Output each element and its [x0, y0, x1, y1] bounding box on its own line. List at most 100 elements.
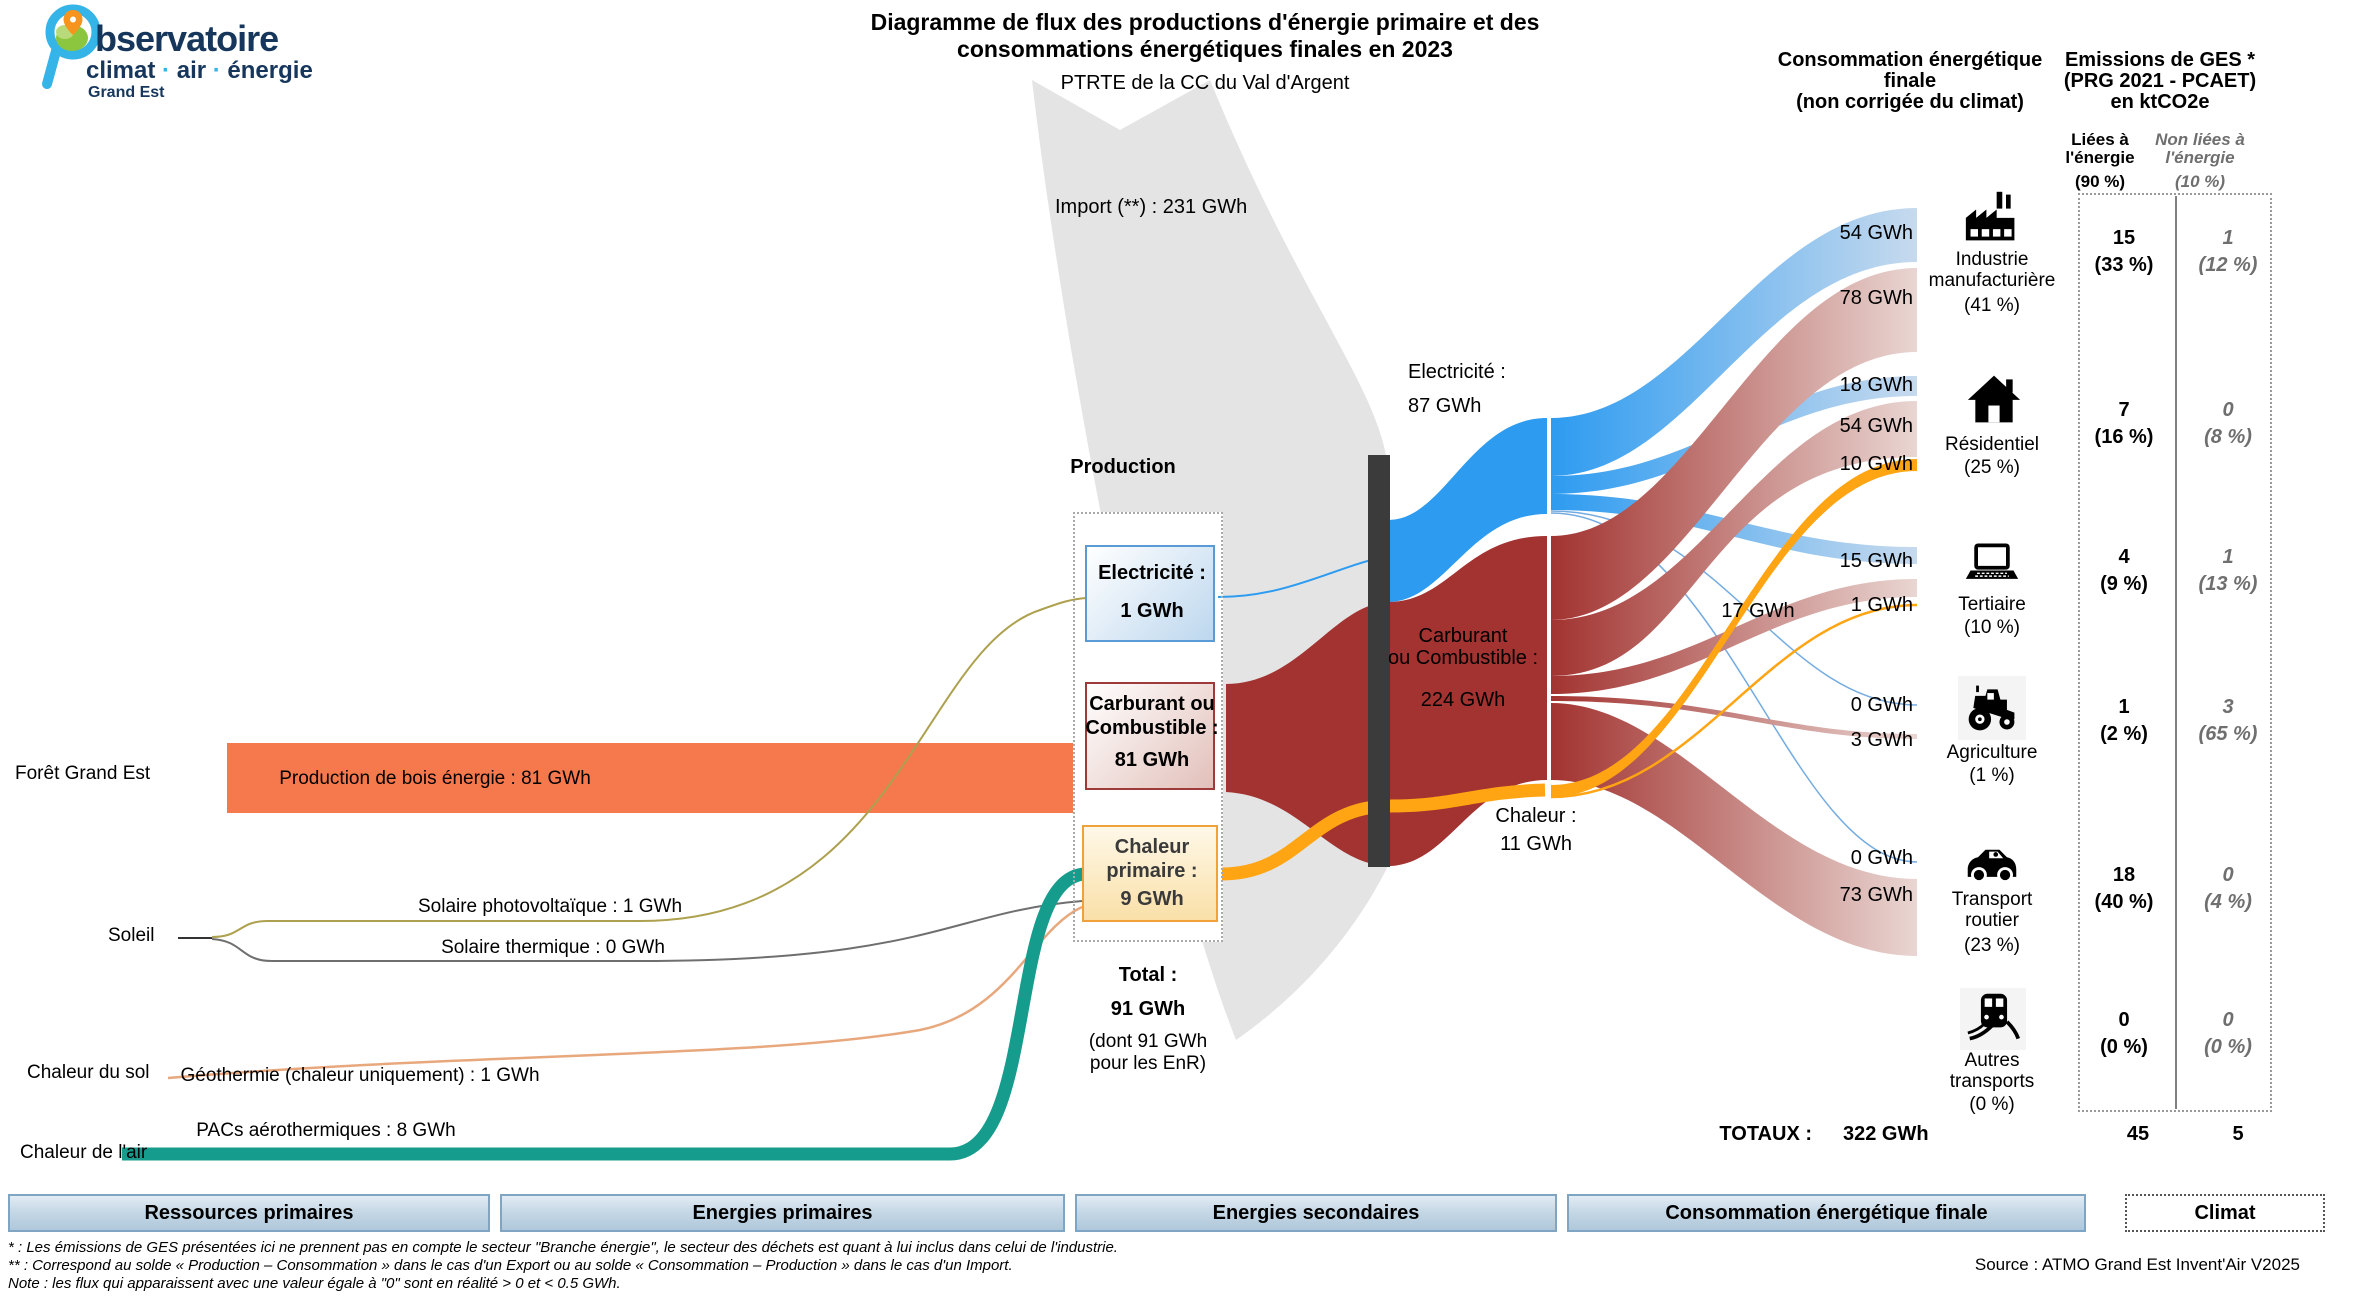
ges-col-non-energy-line1: Non liées à — [2155, 130, 2245, 149]
sector-label-residentiel: Résidentiel — [1945, 434, 2039, 455]
flow-label-pacs: PACs aérothermiques : 8 GWh — [196, 1120, 456, 1141]
flow-label-thermique: Solaire thermique : 0 GWh — [441, 937, 665, 958]
production-chaleur-label2: primaire : — [1106, 860, 1198, 882]
sector-label-autres-2: transports — [1949, 1071, 2035, 1092]
flow-value-tertiaire-elec: 15 GWh — [1839, 550, 1913, 572]
flow-label-bois: Production de bois énergie : 81 GWh — [279, 768, 591, 789]
logo-subtitle: climat · air · énergie — [86, 58, 313, 84]
flow-carb-industrie — [1551, 268, 1917, 620]
ges-transport-energy-pct: (40 %) — [2094, 891, 2154, 913]
ges-tertiaire-nonenergy-pct: (13 %) — [2198, 573, 2258, 595]
source-label-chaleur-air: Chaleur de l'air — [20, 1142, 148, 1163]
production-carburant-box: Carburant ou Combustible : 81 GWh — [1085, 682, 1219, 790]
production-total-label: Total : — [1118, 964, 1178, 986]
production-title: Production — [1070, 456, 1176, 478]
logo-word-energie: énergie — [227, 57, 313, 84]
totaux-ges-nonenergy: 5 — [2232, 1123, 2244, 1145]
production-electricite-value: 1 GWh — [1120, 600, 1184, 622]
electricite-secondaire-flow — [1388, 418, 1547, 602]
secondaire-carburant-label1: Carburant — [1418, 625, 1508, 647]
ges-col-non-energy-line2: l'énergie — [2165, 148, 2235, 167]
carburant-secondaire-flow — [1388, 536, 1547, 866]
ges-agriculture-energy-value: 1 — [2118, 696, 2130, 718]
flow-value-residentiel-carb: 54 GWh — [1839, 415, 1913, 437]
flow-carb-transport — [1551, 703, 1917, 956]
totaux-ges-energy: 45 — [2126, 1123, 2150, 1145]
pacs-aerothermie-flow — [122, 867, 1087, 1161]
flow-chaleur-residentiel — [1551, 459, 1917, 797]
secondaire-chaleur-value: 11 GWh — [1500, 833, 1572, 855]
logo-word-air: air — [176, 57, 207, 84]
laptop-icon — [1965, 543, 2019, 579]
geothermie-line — [167, 905, 1083, 1080]
ges-col-non-energy-pct: (10 %) — [2174, 172, 2226, 191]
legend-consommation-finale: Consommation énergétique finale — [1567, 1194, 2086, 1232]
sector-label-autres-1: Autres — [1964, 1050, 2020, 1071]
ges-tertiaire-energy-pct: (9 %) — [2100, 573, 2148, 595]
sector-pct-tertiaire: (10 %) — [1964, 617, 2020, 638]
production-carburant-label2: Combustible : — [1085, 717, 1219, 739]
production-total-value: 91 GWh — [1110, 998, 1186, 1020]
flow-value-agriculture-carb: 3 GWh — [1850, 729, 1913, 751]
ges-residentiel-energy-pct: (16 %) — [2094, 426, 2154, 448]
ges-header-line2: (PRG 2021 - PCAET) — [2063, 70, 2257, 92]
legend-climat: Climat — [2125, 1194, 2325, 1232]
production-chaleur-value: 9 GWh — [1120, 888, 1184, 910]
carburant-production-flow — [1226, 602, 1390, 866]
conso-header-line1: Consommation énergétique — [1777, 49, 2043, 71]
production-total-note1: (dont 91 GWh — [1088, 1031, 1208, 1052]
flow-value-transport-elec: 0 GWh — [1850, 847, 1913, 869]
ges-autres-energy-pct: (0 %) — [2100, 1036, 2148, 1058]
ges-autres-energy-value: 0 — [2118, 1009, 2130, 1031]
solaire-thermique-line — [211, 900, 1083, 962]
flow-value-industrie-elec: 54 GWh — [1839, 222, 1913, 244]
sector-label-tertiaire: Tertiaire — [1958, 594, 2026, 615]
legend-ressources-primaires: Ressources primaires — [8, 1194, 490, 1232]
ges-transport-nonenergy-value: 0 — [2222, 864, 2234, 886]
ges-agriculture-energy-pct: (2 %) — [2100, 723, 2148, 745]
ges-transport-energy-value: 18 — [2112, 864, 2136, 886]
flow-label-pv: Solaire photovoltaïque : 1 GWh — [417, 896, 683, 917]
factory-icon — [1965, 191, 2015, 241]
flow-carb-agriculture — [1551, 696, 1917, 739]
production-chaleur-box: Chaleur primaire : 9 GWh — [1082, 825, 1218, 922]
ges-col-energy-line1: Liées à — [2071, 130, 2129, 149]
sector-pct-agriculture: (1 %) — [1969, 765, 2015, 786]
ges-table-divider — [2175, 196, 2177, 1109]
flow-label-import: Import (**) : 231 GWh — [1055, 196, 1248, 218]
flow-chaleur-tertiaire — [1550, 603, 1918, 799]
footnote-zero-flows: Note : les flux qui apparaissent avec un… — [8, 1275, 621, 1292]
production-carburant-value: 81 GWh — [1114, 749, 1190, 771]
data-source: Source : ATMO Grand Est Invent'Air V2025 — [1974, 1255, 2300, 1274]
logo-title: bservatoire — [95, 18, 279, 59]
footnote-ges: * : Les émissions de GES présentées ici … — [8, 1239, 1118, 1256]
secondaire-carburant-value: 224 GWh — [1420, 689, 1506, 711]
logo-region: Grand Est — [88, 84, 165, 101]
legend-energies-primaires: Energies primaires — [500, 1194, 1065, 1232]
car-icon — [1967, 849, 2017, 883]
source-label-soleil: Soleil — [108, 925, 155, 946]
sector-label-industrie-2: manufacturière — [1928, 270, 2056, 291]
secondaire-electricite-value: 87 GWh — [1408, 395, 1482, 417]
tractor-icon — [1968, 685, 2015, 731]
sector-label-transport-1: Transport — [1951, 889, 2033, 910]
observatoire-logo-icon — [42, 4, 101, 89]
sector-label-transport-2: routier — [1965, 910, 2019, 931]
conso-header-line3: (non corrigée du climat) — [1796, 91, 2024, 113]
flow-carb-residentiel — [1551, 401, 1917, 676]
sector-pct-transport: (23 %) — [1964, 935, 2020, 956]
production-carburant-label1: Carburant ou — [1089, 693, 1215, 715]
ges-header-line3: en ktCO2e — [2110, 91, 2210, 113]
page-title-line2: consommations énergétiques finales en 20… — [957, 36, 1453, 62]
ges-industrie-energy-value: 15 — [2112, 227, 2136, 249]
secondaire-chaleur-label: Chaleur : — [1495, 805, 1577, 827]
logo-dot-icon: · — [212, 57, 221, 84]
sector-label-agriculture: Agriculture — [1946, 742, 2038, 763]
ges-agriculture-nonenergy-pct: (65 %) — [2198, 723, 2258, 745]
logo-dot-icon: · — [162, 57, 171, 84]
ges-autres-nonenergy-pct: (0 %) — [2204, 1036, 2252, 1058]
ges-autres-nonenergy-value: 0 — [2222, 1009, 2234, 1031]
ges-industrie-nonenergy-pct: (12 %) — [2198, 254, 2258, 276]
